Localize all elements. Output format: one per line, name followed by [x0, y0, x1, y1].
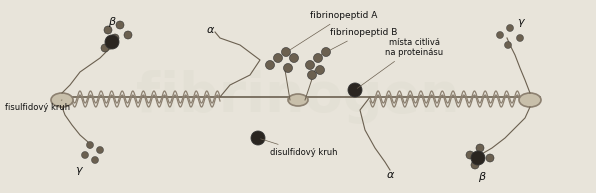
Circle shape — [111, 34, 119, 42]
Ellipse shape — [51, 93, 73, 107]
Circle shape — [274, 53, 283, 63]
Circle shape — [306, 60, 315, 69]
Text: disulfidový kruh: disulfidový kruh — [260, 139, 337, 157]
Text: β: β — [108, 17, 116, 27]
Text: β: β — [479, 172, 486, 182]
Text: γ: γ — [517, 17, 523, 27]
Circle shape — [504, 41, 511, 48]
Circle shape — [308, 70, 316, 80]
Circle shape — [97, 146, 104, 153]
Circle shape — [471, 151, 485, 165]
Circle shape — [281, 47, 290, 57]
Circle shape — [476, 144, 484, 152]
Text: γ: γ — [74, 165, 81, 175]
Text: místa citlivá
na proteinásu: místa citlivá na proteinásu — [357, 38, 443, 88]
Circle shape — [86, 141, 94, 148]
Circle shape — [265, 60, 275, 69]
Circle shape — [348, 83, 362, 97]
Circle shape — [517, 35, 523, 41]
Circle shape — [315, 65, 324, 74]
Circle shape — [104, 26, 112, 34]
Circle shape — [466, 151, 474, 159]
Ellipse shape — [519, 93, 541, 107]
Circle shape — [290, 53, 299, 63]
Text: fibrinopeptid A: fibrinopeptid A — [284, 11, 377, 53]
Circle shape — [92, 157, 98, 163]
Circle shape — [486, 154, 494, 162]
Circle shape — [101, 44, 109, 52]
Text: α: α — [206, 25, 214, 35]
Circle shape — [116, 21, 124, 29]
Circle shape — [251, 131, 265, 145]
Text: fibrinopeptid B: fibrinopeptid B — [318, 28, 398, 57]
Ellipse shape — [288, 94, 308, 106]
Circle shape — [471, 161, 479, 169]
Text: fisulfidový kruh: fisulfidový kruh — [5, 100, 70, 112]
Text: fibrinogen: fibrinogen — [136, 70, 460, 124]
Circle shape — [284, 63, 293, 73]
Circle shape — [321, 47, 331, 57]
Circle shape — [124, 31, 132, 39]
Circle shape — [496, 31, 504, 38]
Circle shape — [82, 152, 88, 158]
Circle shape — [313, 53, 322, 63]
Circle shape — [507, 25, 514, 31]
Circle shape — [105, 35, 119, 49]
Text: α: α — [386, 170, 394, 180]
